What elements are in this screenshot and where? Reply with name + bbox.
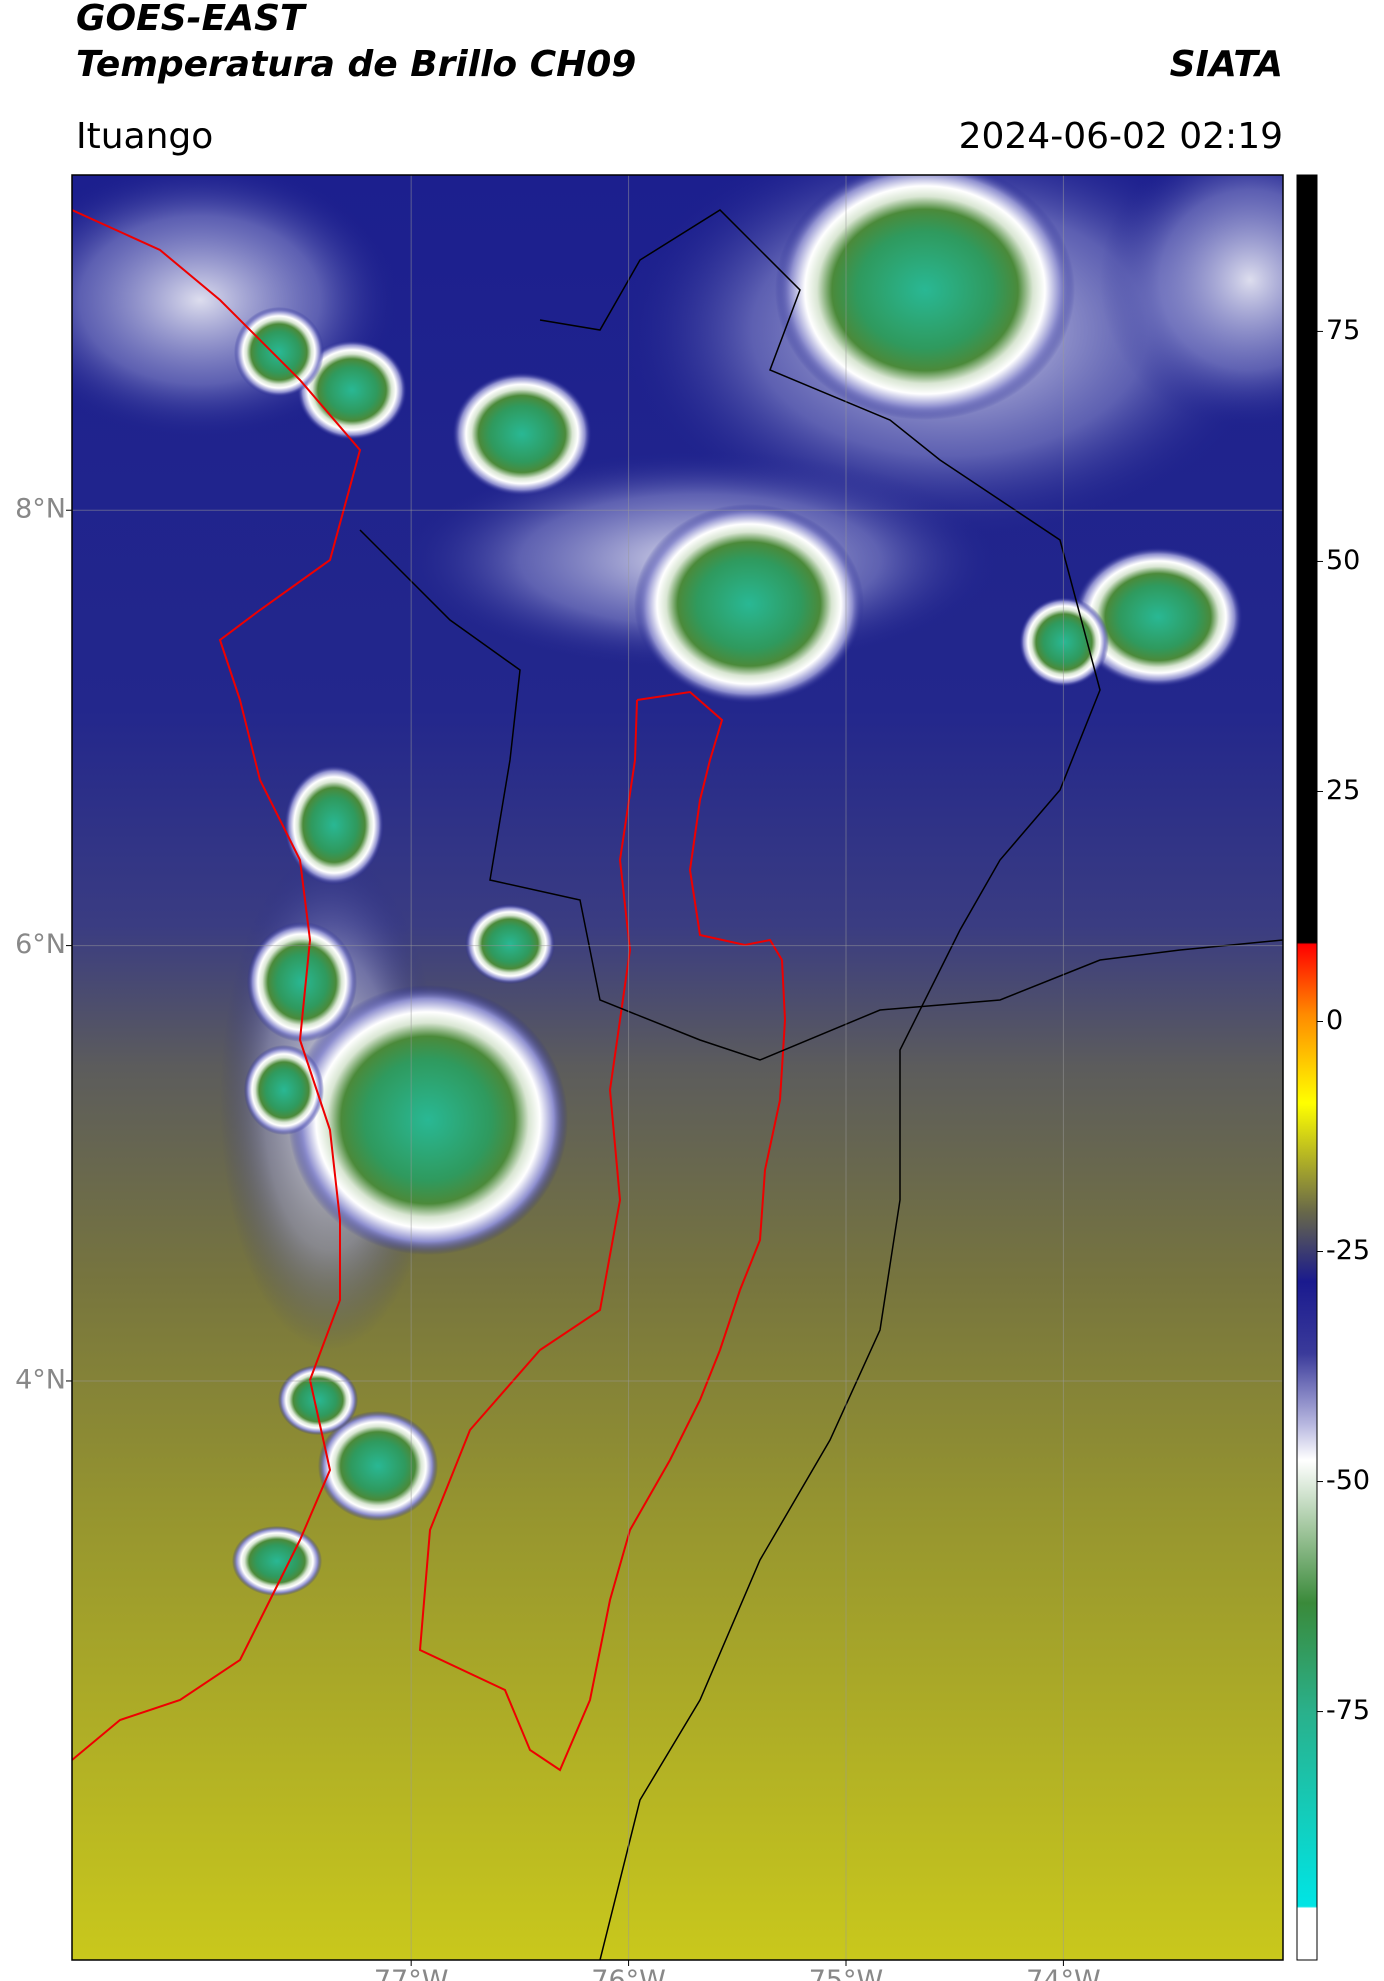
region-border (418, 690, 787, 1772)
source: SIATA (1170, 44, 1283, 85)
lat-tick-label: 6°N (15, 929, 66, 960)
storm-cell (278, 1365, 358, 1435)
storm-cell (232, 1526, 322, 1596)
colorbar-tick-label: 25 (1326, 775, 1360, 806)
colorbar-tick-label: -75 (1326, 1695, 1370, 1726)
location: Ituango (76, 116, 213, 157)
storm-cell (775, 175, 1075, 420)
storm-cell (234, 307, 324, 397)
storm-cell (247, 922, 357, 1042)
colorbar-tick-label: 0 (1326, 1005, 1343, 1036)
storm-cell (634, 504, 864, 704)
storm-cell (318, 1411, 438, 1521)
coastline (72, 209, 362, 1761)
satellite: GOES-EAST (76, 0, 307, 39)
map (72, 175, 1283, 1960)
storm-cell (288, 985, 568, 1255)
colorbar (1296, 174, 1318, 1961)
lat-tick-label: 8°N (15, 494, 66, 525)
lon-tick-label: 74°W (1026, 1965, 1101, 1981)
storm-cell (452, 372, 592, 496)
datetime: 2024-06-02 02:19 (959, 116, 1283, 157)
product: Temperatura de Brillo CH09 (76, 44, 636, 85)
map-frame (71, 174, 1284, 1961)
storm-cell (297, 340, 407, 440)
storm-cell (284, 765, 384, 885)
storm-cell (244, 1045, 324, 1135)
colorbar-tick-label: 75 (1326, 315, 1360, 346)
border (359, 529, 1283, 1061)
cloud (1100, 175, 1283, 430)
colorbar-tick-label: 50 (1326, 545, 1360, 576)
storm-cell (465, 904, 555, 984)
storm-cell (1019, 597, 1109, 687)
lon-tick-label: 75°W (809, 1965, 884, 1981)
border (539, 209, 1101, 1960)
lon-tick-label: 77°W (374, 1965, 449, 1981)
colorbar-tick-label: -25 (1326, 1235, 1370, 1266)
lat-tick-label: 4°N (15, 1364, 66, 1395)
colorbar-tick-label: -50 (1326, 1465, 1370, 1496)
lon-tick-label: 76°W (591, 1965, 666, 1981)
storm-cell (1073, 547, 1243, 687)
